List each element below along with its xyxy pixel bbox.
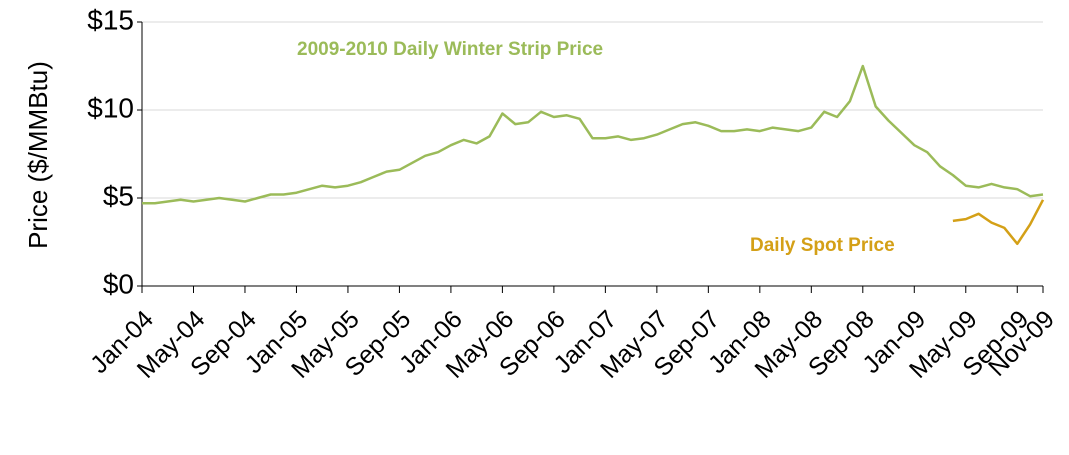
y-tick-label: $5 bbox=[103, 180, 134, 211]
line-series bbox=[952, 199, 1045, 246]
series-label: 2009-2010 Daily Winter Strip Price bbox=[297, 39, 603, 60]
series-label: Daily Spot Price bbox=[750, 235, 895, 256]
y-tick-label: $15 bbox=[87, 4, 134, 35]
y-axis-label: Price ($/MMBtu) bbox=[23, 61, 53, 249]
line-series bbox=[142, 64, 1044, 205]
y-tick-label: $0 bbox=[103, 268, 134, 299]
y-tick-label: $10 bbox=[87, 92, 134, 123]
